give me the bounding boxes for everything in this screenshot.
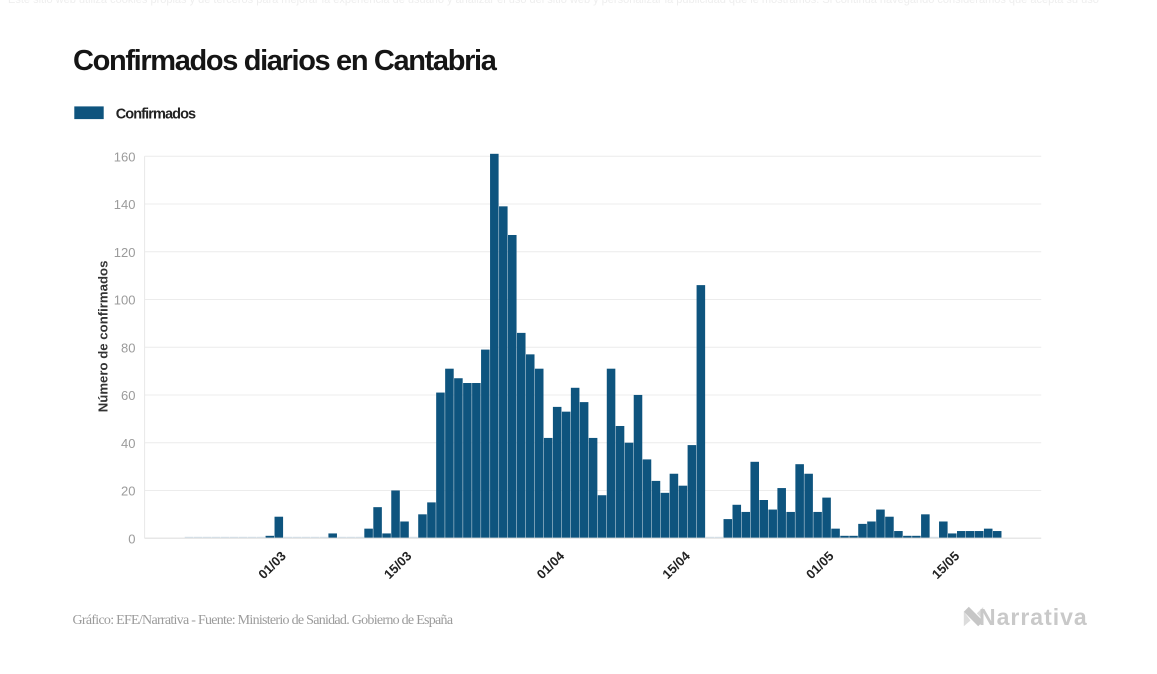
svg-text:40: 40 bbox=[121, 436, 135, 451]
svg-text:80: 80 bbox=[121, 340, 135, 355]
svg-text:140: 140 bbox=[114, 197, 136, 212]
svg-text:Narrativa: Narrativa bbox=[979, 604, 1088, 630]
svg-text:160: 160 bbox=[114, 149, 136, 164]
svg-text:Este sitio web utiliza cookies: Este sitio web utiliza cookies propias y… bbox=[8, 0, 1099, 6]
svg-text:Confirmados diarios en Cantabr: Confirmados diarios en Cantabria bbox=[73, 45, 498, 77]
svg-text:0: 0 bbox=[128, 531, 135, 546]
svg-text:Número de confirmados: Número de confirmados bbox=[95, 261, 110, 413]
svg-text:100: 100 bbox=[114, 293, 136, 308]
svg-text:20: 20 bbox=[121, 484, 135, 499]
svg-text:60: 60 bbox=[121, 388, 135, 403]
svg-text:120: 120 bbox=[114, 245, 136, 260]
svg-text:Confirmados: Confirmados bbox=[116, 106, 196, 122]
svg-text:Gráfico: EFE/Narrativa - Fuent: Gráfico: EFE/Narrativa - Fuente: Ministe… bbox=[73, 613, 454, 628]
